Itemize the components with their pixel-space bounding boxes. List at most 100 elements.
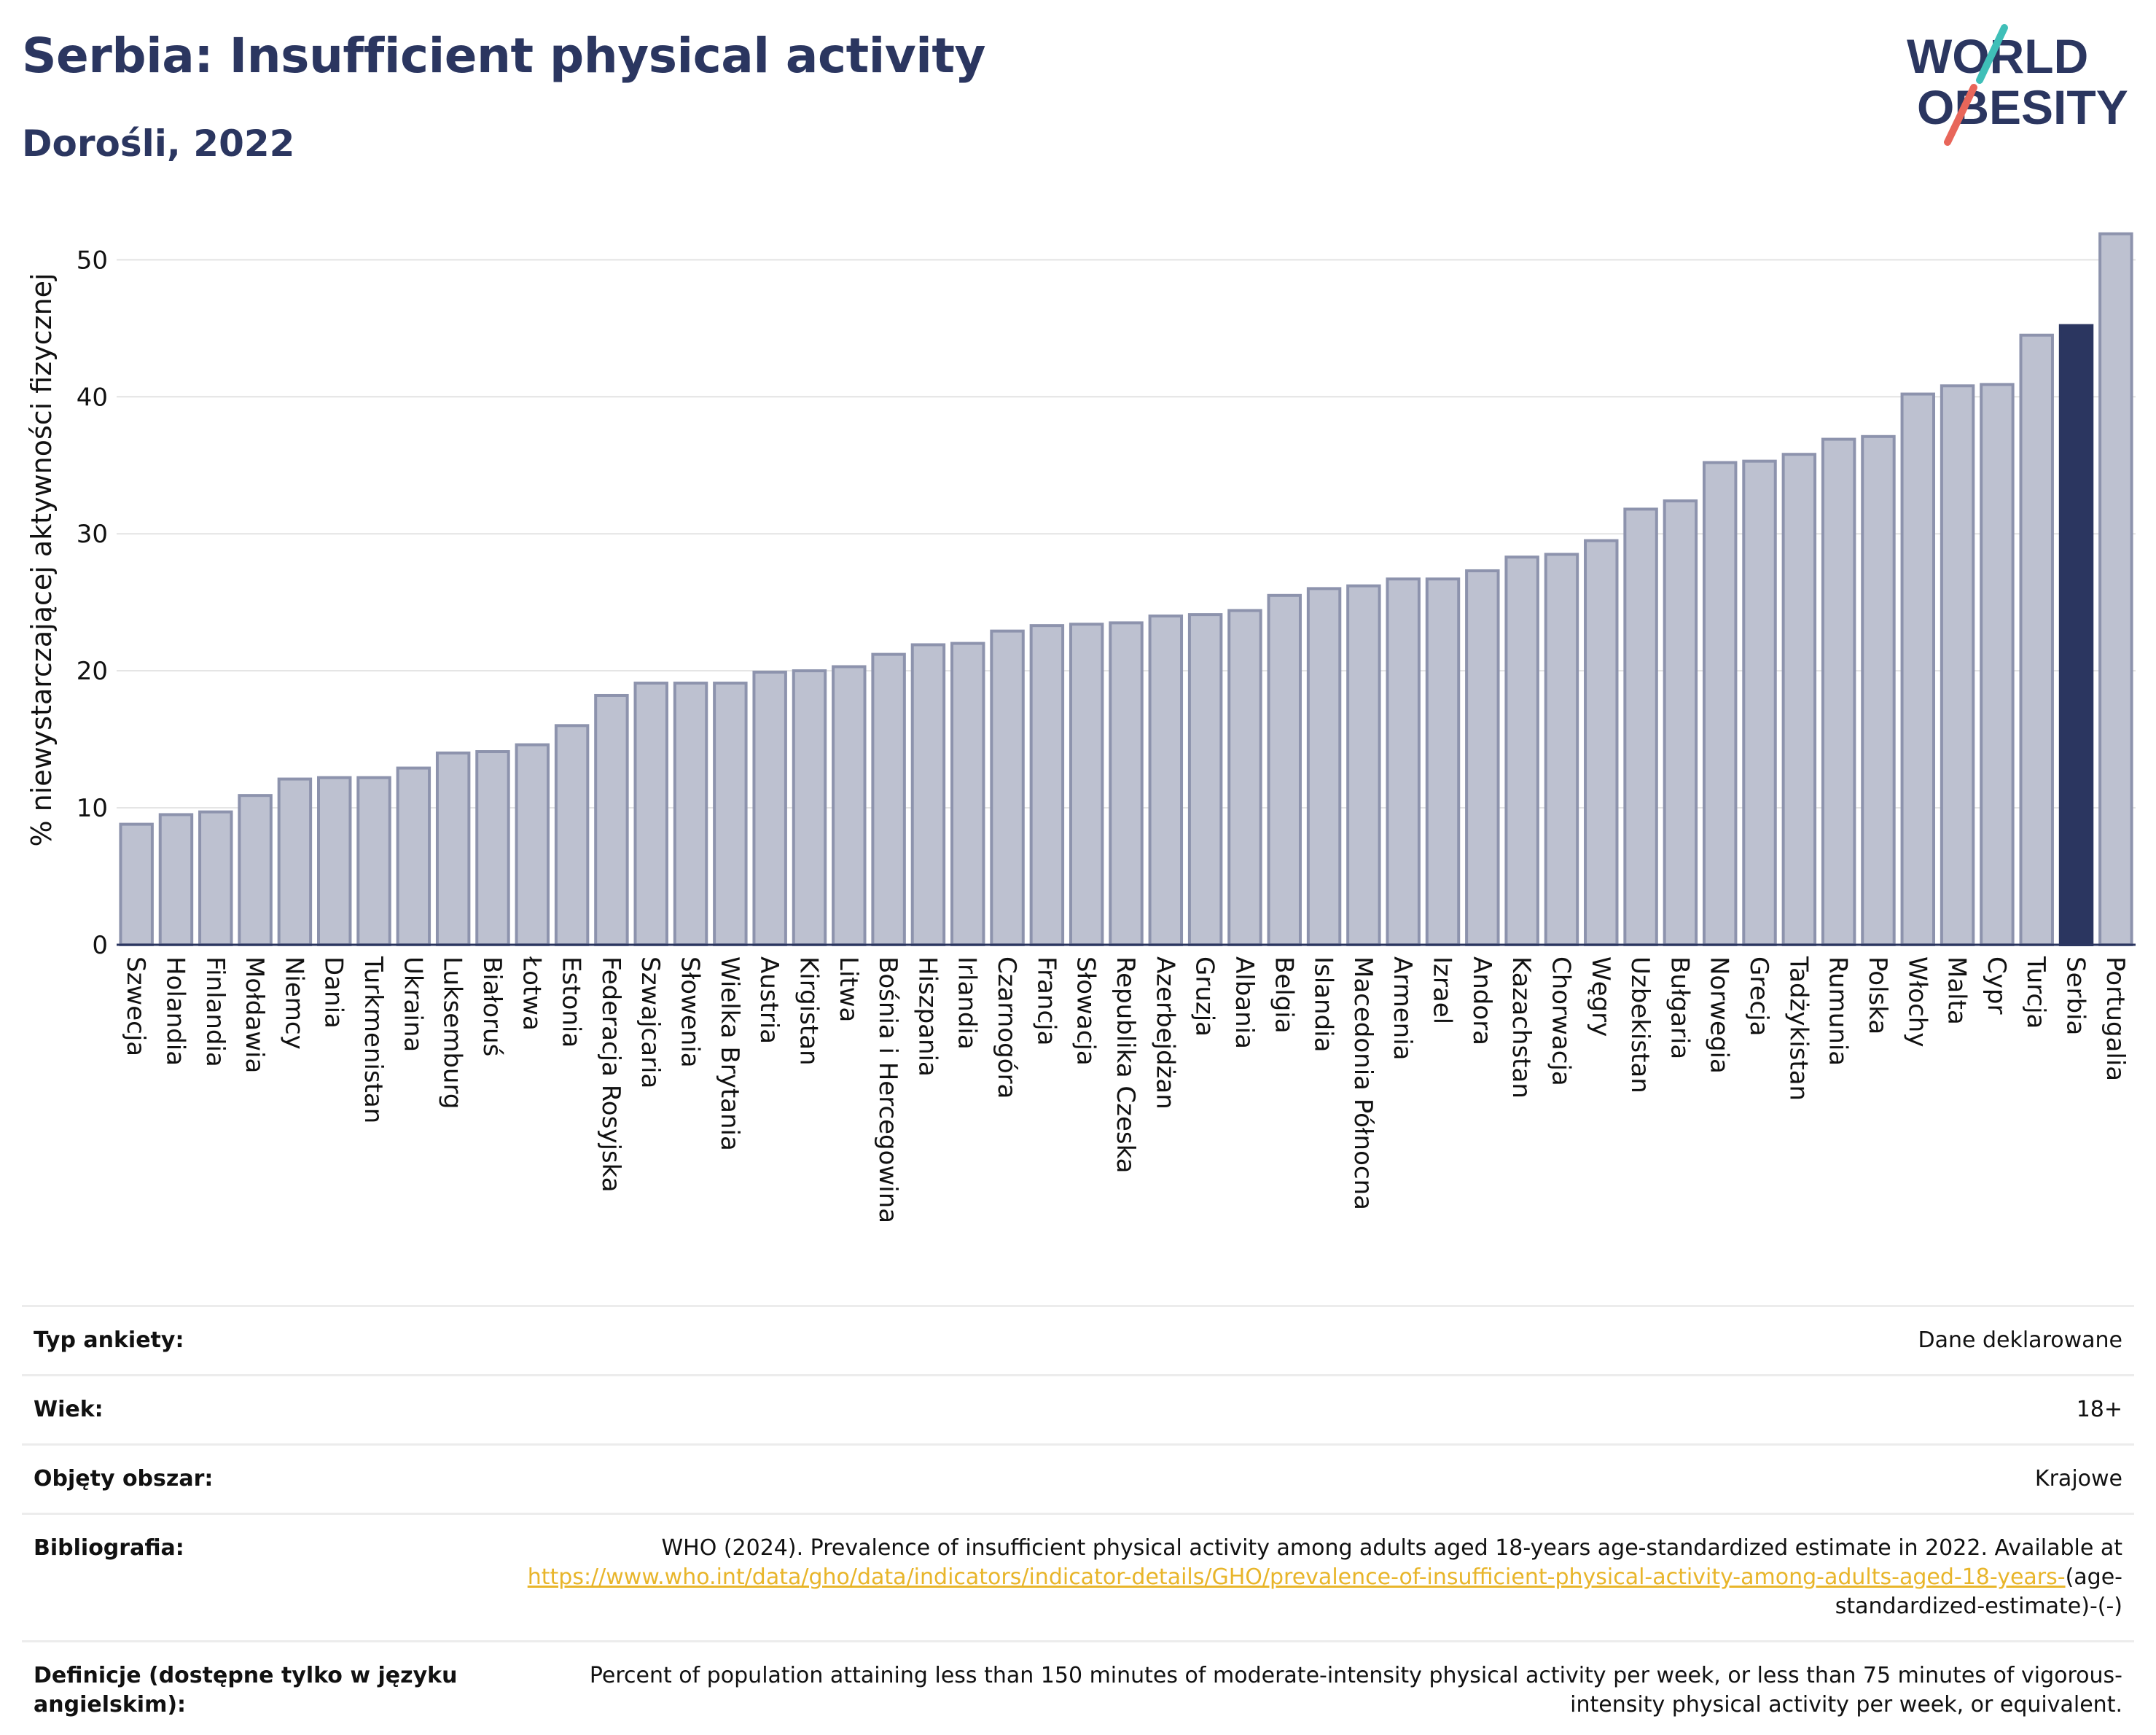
- bar-macedonia-północna: [1346, 584, 1381, 947]
- bar-finlandia: [198, 810, 233, 946]
- bar-szwajcaria: [633, 682, 668, 946]
- x-tick-label: Estonia: [557, 956, 586, 1048]
- bar-włochy: [1900, 392, 1936, 946]
- x-tick-label: Słowenia: [676, 956, 705, 1068]
- bar-holandia: [158, 813, 194, 946]
- x-tick-label: Cypr: [1982, 956, 2011, 1014]
- bar-szwecja: [119, 822, 154, 946]
- x-tick-label: Norwegia: [1705, 956, 1734, 1074]
- x-tick-label: Irlandia: [953, 956, 982, 1050]
- x-tick-label: Azerbejdżan: [1150, 956, 1179, 1110]
- x-tick-label: Belgia: [1269, 956, 1298, 1034]
- bar-dania: [317, 776, 352, 946]
- x-tick-label: Portugalia: [2101, 956, 2130, 1081]
- bar-chart: 0 10 20 30 40 50 Szwecja Holandia Finlandia Mołd…: [26, 232, 2136, 1223]
- x-tick-label: Polska: [1863, 956, 1892, 1034]
- info-key: Wiek:: [34, 1397, 103, 1422]
- bibliography-link[interactable]: https://www.who.int/data/gho/data/indica…: [527, 1564, 2066, 1590]
- bar-luksemburg: [435, 751, 471, 946]
- bar-azerbejdżan: [1148, 614, 1184, 946]
- x-tick-label: Dania: [319, 956, 348, 1029]
- x-tick-label: Turkmenistan: [359, 956, 388, 1123]
- x-tick-label: Włochy: [1902, 956, 1932, 1047]
- logo-slash-teal-icon: [1976, 24, 2008, 84]
- bar-turkmenistan: [356, 776, 391, 946]
- x-tick-label: Federacja Rosyjska: [596, 956, 625, 1193]
- x-tick-label: Tadżykistan: [1784, 956, 1813, 1101]
- bar-albania: [1227, 609, 1262, 947]
- info-value: Krajowe: [2034, 1466, 2122, 1492]
- y-axis-label: % niewystarczającej aktywności fizycznej: [26, 273, 58, 846]
- info-row-age: Wiek: 18+: [22, 1374, 2134, 1443]
- bar-tadżykistan: [1781, 453, 1817, 947]
- info-key: Typ ankiety:: [34, 1327, 184, 1353]
- x-tick-label: Albania: [1230, 956, 1259, 1049]
- info-row-definition: Definicje (dostępne tylko w języku angie…: [22, 1640, 2134, 1735]
- x-tick-label: Grecja: [1744, 956, 1773, 1036]
- x-tick-label: Bułgaria: [1665, 956, 1694, 1059]
- x-tick-label: Uzbekistan: [1625, 956, 1655, 1093]
- bar-irlandia: [950, 642, 985, 946]
- bar-armenia: [1386, 577, 1421, 946]
- x-tick-label: Szwajcaria: [636, 956, 665, 1088]
- x-tick-label: Republika Czeska: [1111, 956, 1140, 1174]
- bar-cypr: [1980, 383, 2015, 946]
- bar-islandia: [1306, 587, 1342, 946]
- bibliography-suffix: (age-standardized-estimate)-(-): [1835, 1564, 2122, 1619]
- bar-mołdawia: [238, 794, 273, 947]
- x-tick-label: Węgry: [1586, 956, 1615, 1037]
- bar-grecja: [1742, 459, 1777, 946]
- y-tick-label: 40: [77, 383, 108, 412]
- x-tick-label: Gruzja: [1190, 956, 1219, 1037]
- x-tick-label: Andora: [1467, 956, 1496, 1045]
- bar-niemcy: [277, 777, 313, 946]
- bar-polska: [1861, 434, 1896, 946]
- bar-łotwa: [515, 743, 550, 946]
- info-value: 18+: [2076, 1397, 2122, 1422]
- x-tick-label: Armenia: [1388, 956, 1417, 1061]
- info-key: Definicje (dostępne tylko w języku angie…: [34, 1663, 458, 1718]
- x-tick-label: Kazachstan: [1507, 956, 1536, 1099]
- x-tick-label: Niemcy: [279, 956, 308, 1050]
- bar-białoruś: [475, 750, 510, 946]
- bar-hiszpania: [910, 643, 946, 947]
- y-tick-labels: 0 10 20 30 40 50: [77, 246, 108, 960]
- bar-izrael: [1425, 577, 1461, 946]
- info-key: Bibliografia:: [34, 1535, 184, 1561]
- info-value: Percent of population attaining less tha…: [589, 1663, 2122, 1718]
- info-row-bibliography: Bibliografia: WHO (2024). Prevalence of …: [22, 1513, 2134, 1640]
- bar-gruzja: [1187, 613, 1223, 946]
- bars: [119, 232, 2133, 947]
- bar-kirgistan: [792, 669, 827, 946]
- info-row-survey-type: Typ ankiety: Dane deklarowane: [22, 1305, 2134, 1374]
- bar-portugalia: [2098, 232, 2133, 947]
- x-tick-label: Hiszpania: [913, 956, 942, 1077]
- x-tick-labels: Szwecja Holandia Finlandia Mołdawia Niemcy Da…: [121, 956, 2130, 1223]
- x-tick-label: Kirgistan: [794, 956, 823, 1066]
- x-tick-label: Łotwa: [517, 956, 546, 1031]
- x-tick-label: Malta: [1942, 956, 1972, 1025]
- page-subtitle: Dorośli, 2022: [22, 122, 295, 165]
- info-value: Dane deklarowane: [1918, 1327, 2122, 1353]
- bar-ukraina: [396, 766, 431, 946]
- info-row-coverage: Objęty obszar: Krajowe: [22, 1443, 2134, 1513]
- bar-kazachstan: [1504, 555, 1539, 946]
- x-tick-label: Izrael: [1428, 956, 1457, 1024]
- x-tick-label: Holandia: [160, 956, 190, 1066]
- x-tick-label: Litwa: [834, 956, 863, 1022]
- bar-andora: [1465, 569, 1500, 946]
- bar-federacja-rosyjska: [594, 693, 629, 946]
- x-tick-label: Finlandia: [200, 956, 230, 1067]
- bar-słowenia: [673, 682, 708, 946]
- bar-serbia: [2058, 324, 2094, 947]
- y-tick-label: 0: [92, 931, 108, 960]
- x-tick-label: Czarnogóra: [992, 956, 1021, 1099]
- bar-czarnogóra: [990, 629, 1025, 946]
- x-tick-label: Serbia: [2061, 956, 2090, 1035]
- bar-austria: [752, 671, 787, 947]
- x-tick-label: Mołdawia: [240, 956, 269, 1073]
- info-table: Typ ankiety: Dane deklarowane Wiek: 18+ …: [22, 1305, 2134, 1735]
- bar-turcja: [2019, 333, 2054, 947]
- bar-republika-czeska: [1109, 621, 1144, 947]
- bar-litwa: [832, 665, 867, 946]
